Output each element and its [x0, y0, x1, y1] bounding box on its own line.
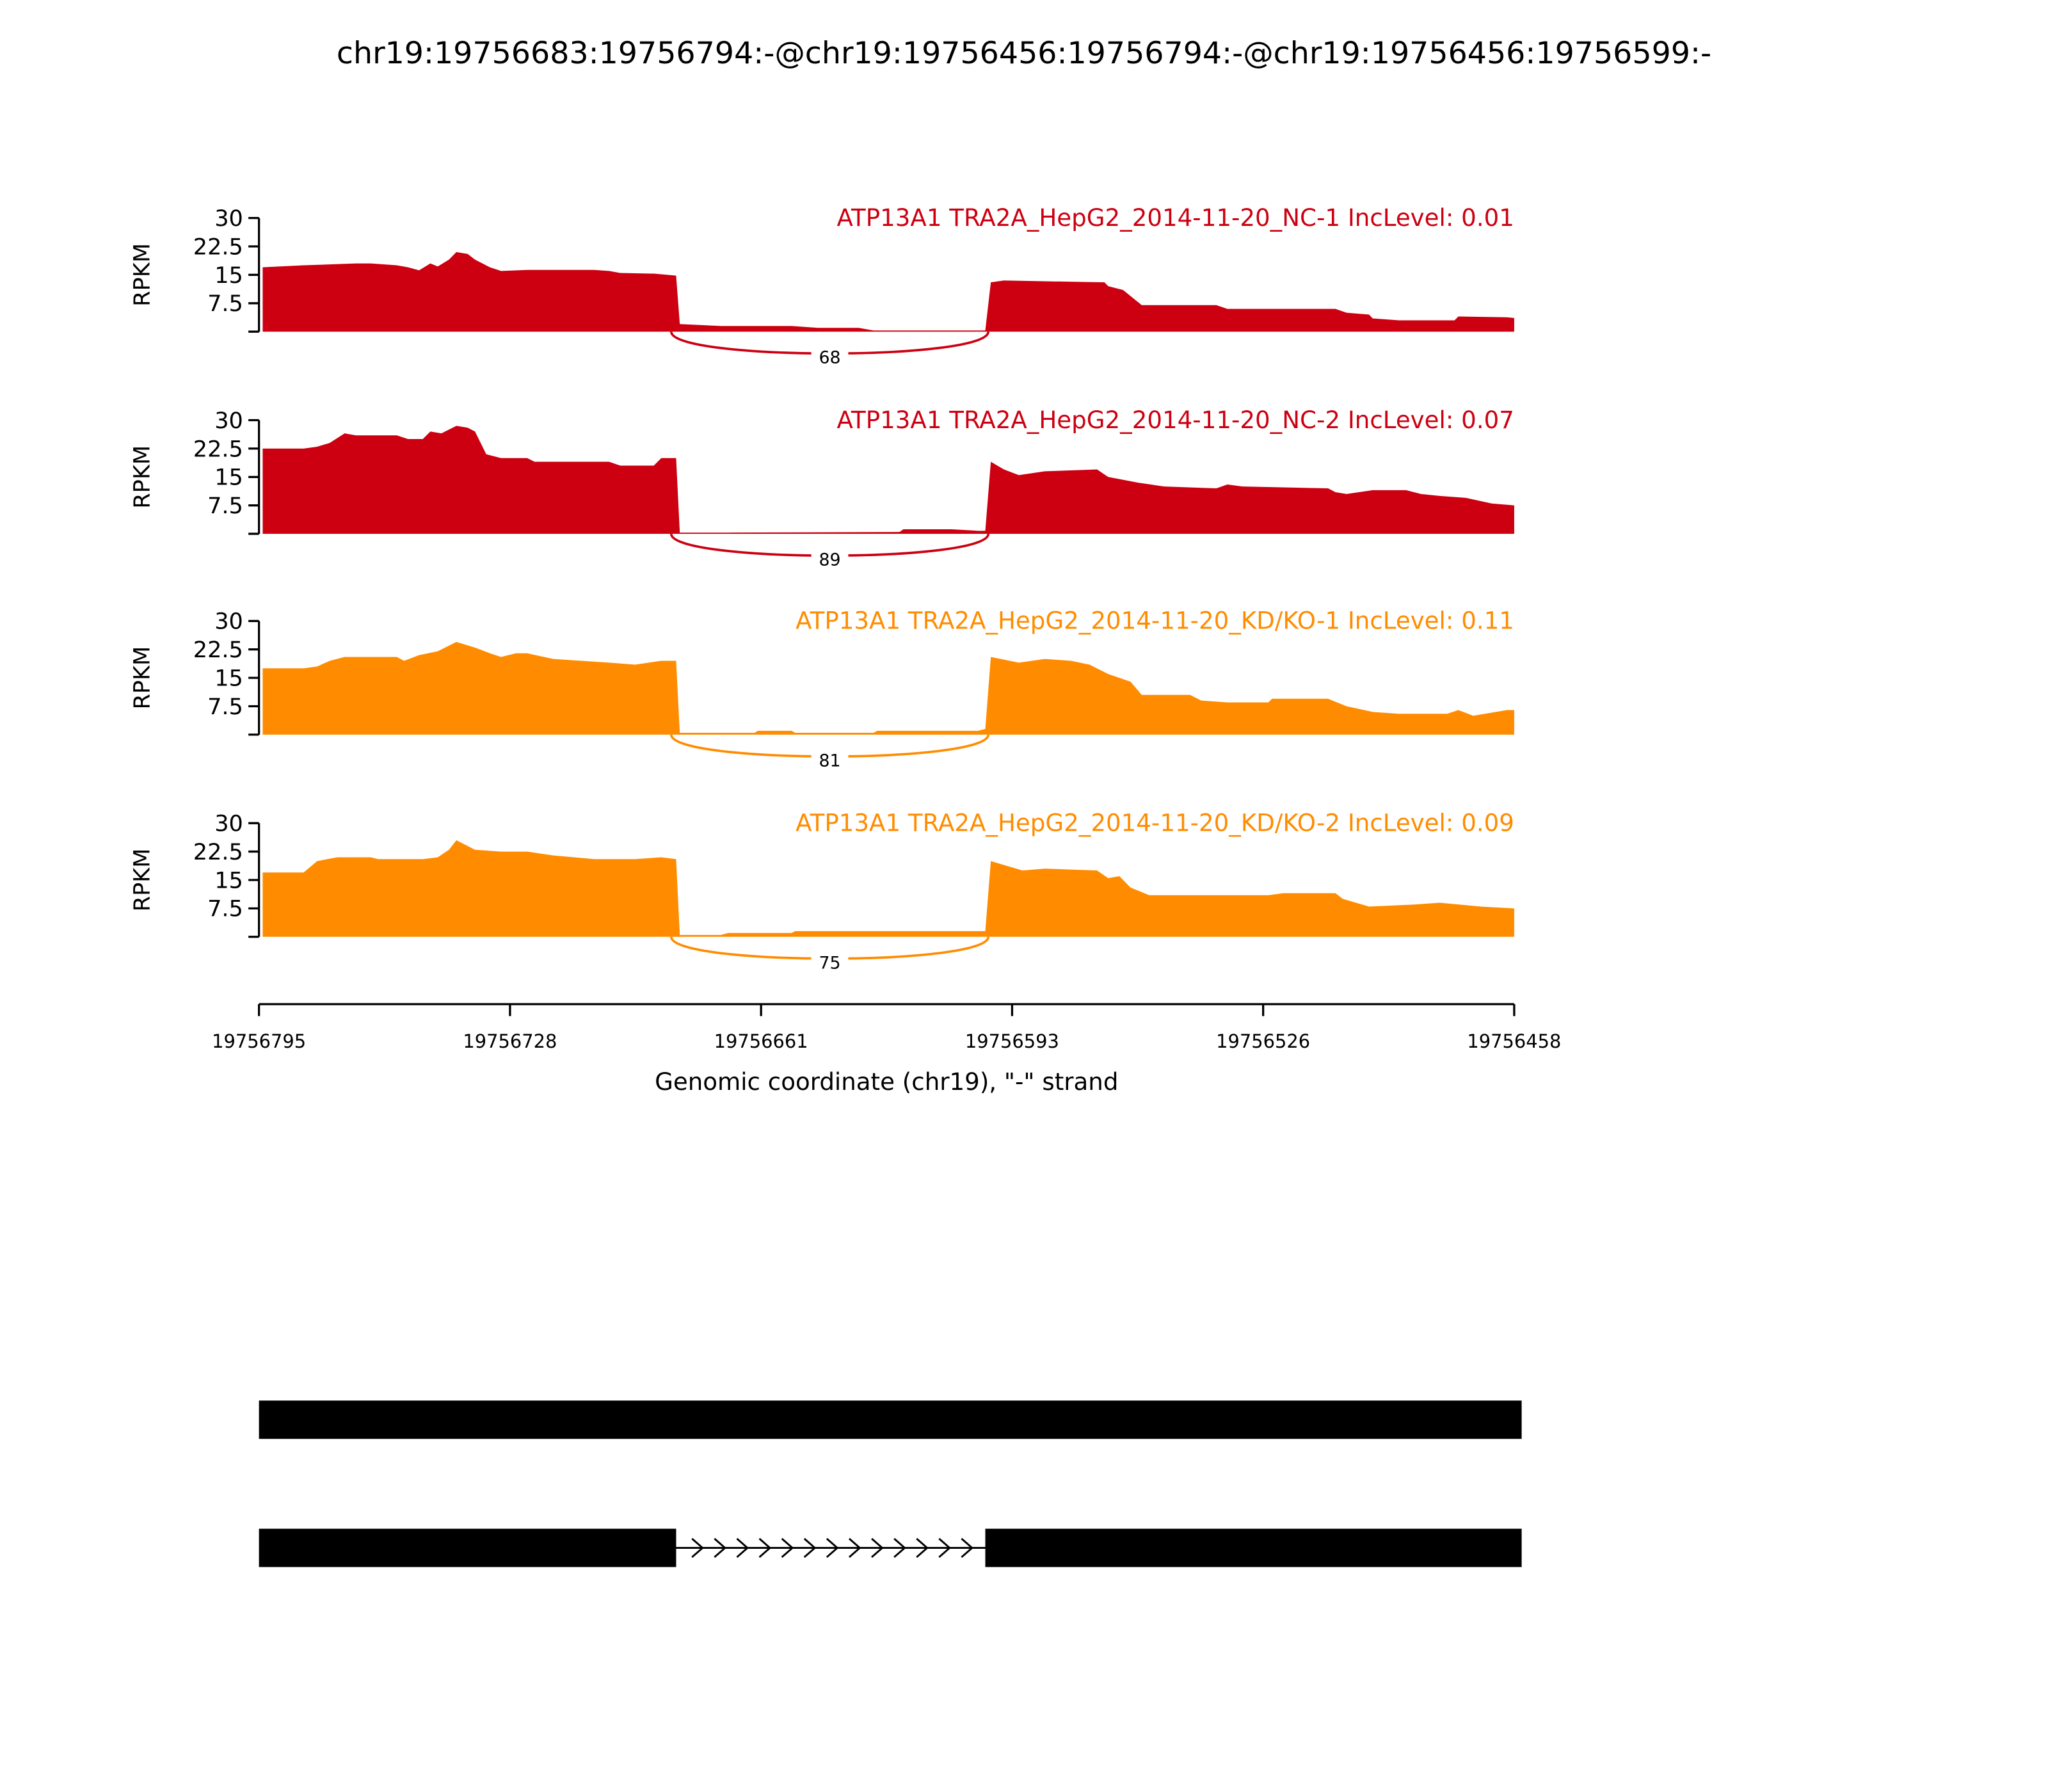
- junction-label-bg: [811, 545, 849, 570]
- track-label: ATP13A1 TRA2A_HepG2_2014-11-20_NC-2 IncL…: [836, 406, 1514, 434]
- y-tick-label: 22.5: [193, 637, 243, 663]
- chart-title: chr19:19756683:19756794:-@chr19:19756456…: [337, 36, 1711, 71]
- strand-chevron-icon: [938, 1538, 952, 1558]
- coverage-area: [262, 840, 1514, 937]
- strand-chevron-icon: [781, 1538, 794, 1558]
- junction-label-bg: [811, 343, 849, 367]
- y-tick-label: 30: [214, 205, 243, 232]
- y-axis-label: RPKM: [129, 445, 155, 509]
- x-tick-label: 19756458: [1467, 1030, 1561, 1052]
- track-label: ATP13A1 TRA2A_HepG2_2014-11-20_KD/KO-2 I…: [796, 810, 1514, 837]
- coverage-area: [262, 252, 1514, 332]
- y-tick-label: 30: [214, 408, 243, 434]
- x-tick-label: 19756526: [1216, 1030, 1310, 1052]
- y-tick-label: 22.5: [193, 234, 243, 260]
- gene-models: [259, 1400, 1522, 1567]
- y-tick-label: 30: [214, 609, 243, 635]
- junction-label-bg: [811, 948, 849, 973]
- x-tick-label: 19756661: [714, 1030, 808, 1052]
- x-tick-label: 19756795: [212, 1030, 306, 1052]
- strand-chevron-icon: [714, 1538, 727, 1558]
- junction-label-bg: [811, 746, 849, 771]
- exon-block: [259, 1528, 676, 1567]
- y-tick-label: 30: [214, 811, 243, 837]
- y-axis-label: RPKM: [129, 243, 155, 307]
- y-tick-label: 22.5: [193, 839, 243, 865]
- strand-chevron-icon: [803, 1538, 817, 1558]
- x-axis-label: Genomic coordinate (chr19), "-" strand: [655, 1068, 1118, 1096]
- strand-chevron-icon: [691, 1538, 704, 1558]
- x-tick-label: 19756728: [463, 1030, 557, 1052]
- strand-chevron-icon: [893, 1538, 906, 1558]
- strand-chevron-icon: [961, 1538, 974, 1558]
- x-tick-label: 19756593: [965, 1030, 1059, 1052]
- track-label: ATP13A1 TRA2A_HepG2_2014-11-20_NC-1 IncL…: [836, 204, 1514, 232]
- y-axis-label: RPKM: [129, 849, 155, 912]
- junction-count: 89: [819, 550, 840, 570]
- y-tick-label: 7.5: [207, 291, 243, 317]
- y-axis-label: RPKM: [129, 646, 155, 710]
- y-tick-label: 7.5: [207, 896, 243, 922]
- track-label: ATP13A1 TRA2A_HepG2_2014-11-20_KD/KO-1 I…: [796, 607, 1514, 635]
- junction-count: 75: [819, 953, 840, 973]
- junction-count: 81: [819, 751, 840, 771]
- exon-block: [259, 1400, 1522, 1439]
- gene-model: [259, 1528, 1522, 1567]
- coverage-area: [262, 641, 1514, 735]
- strand-chevron-icon: [758, 1538, 772, 1558]
- strand-chevron-icon: [848, 1538, 861, 1558]
- exon-block: [985, 1528, 1522, 1567]
- y-tick-label: 7.5: [207, 694, 243, 720]
- strand-chevron-icon: [736, 1538, 749, 1558]
- x-axis: 19756795 19756728 19756661 19756593 19756526…: [212, 1003, 1561, 1052]
- gene-model: [259, 1400, 1522, 1439]
- junction-count: 68: [819, 348, 840, 368]
- y-tick-label: 15: [214, 665, 243, 691]
- y-tick-label: 15: [214, 262, 243, 289]
- strand-chevron-icon: [826, 1538, 839, 1558]
- y-tick-label: 15: [214, 867, 243, 893]
- strand-chevron-icon: [871, 1538, 884, 1558]
- strand-chevron-icon: [916, 1538, 929, 1558]
- y-tick-label: 15: [214, 465, 243, 491]
- y-tick-label: 7.5: [207, 493, 243, 519]
- y-tick-label: 22.5: [193, 436, 243, 462]
- coverage-area: [262, 426, 1514, 534]
